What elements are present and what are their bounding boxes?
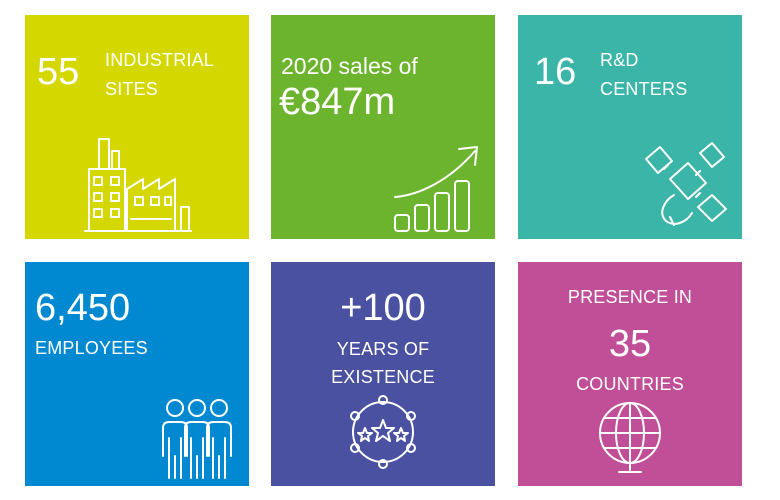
sales-amount: €847m bbox=[279, 81, 396, 123]
rnd-caption-line1: R&D bbox=[600, 50, 639, 70]
countries-caption-bottom: COUNTRIES bbox=[576, 374, 684, 394]
stars-badge-icon bbox=[350, 395, 416, 469]
tile-sales: 2020 sales of €847m bbox=[271, 15, 495, 239]
sales-label: 2020 sales of bbox=[281, 53, 418, 79]
globe-icon bbox=[599, 402, 661, 473]
tile-years: +100 YEARS OF EXISTENCE bbox=[271, 262, 495, 486]
tile-employees: 6,450 EMPLOYEES bbox=[25, 262, 249, 486]
rnd-count: 16 bbox=[534, 51, 577, 93]
employees-caption: EMPLOYEES bbox=[35, 338, 148, 358]
sites-count: 55 bbox=[37, 51, 80, 93]
employees-count: 6,450 bbox=[35, 287, 131, 329]
growth-chart-icon bbox=[394, 146, 478, 232]
countries-count: 35 bbox=[608, 323, 652, 365]
satellite-icon bbox=[645, 142, 727, 226]
countries-caption-top: PRESENCE IN bbox=[567, 287, 693, 307]
tile-rnd-centers: 16 R&D CENTERS bbox=[518, 15, 742, 239]
factory-icon bbox=[84, 138, 192, 232]
sites-caption-line1: INDUSTRIAL bbox=[105, 50, 215, 70]
years-count: +100 bbox=[340, 287, 426, 329]
tile-countries: PRESENCE IN 35 COUNTRIES bbox=[518, 262, 742, 486]
people-icon bbox=[162, 399, 232, 479]
sites-caption-line2: SITES bbox=[105, 79, 159, 99]
rnd-caption-line2: CENTERS bbox=[600, 79, 688, 99]
tile-industrial-sites: 55 INDUSTRIAL SITES bbox=[25, 15, 249, 239]
years-caption-line1: YEARS OF bbox=[336, 339, 430, 359]
years-caption-line2: EXISTENCE bbox=[331, 367, 435, 387]
